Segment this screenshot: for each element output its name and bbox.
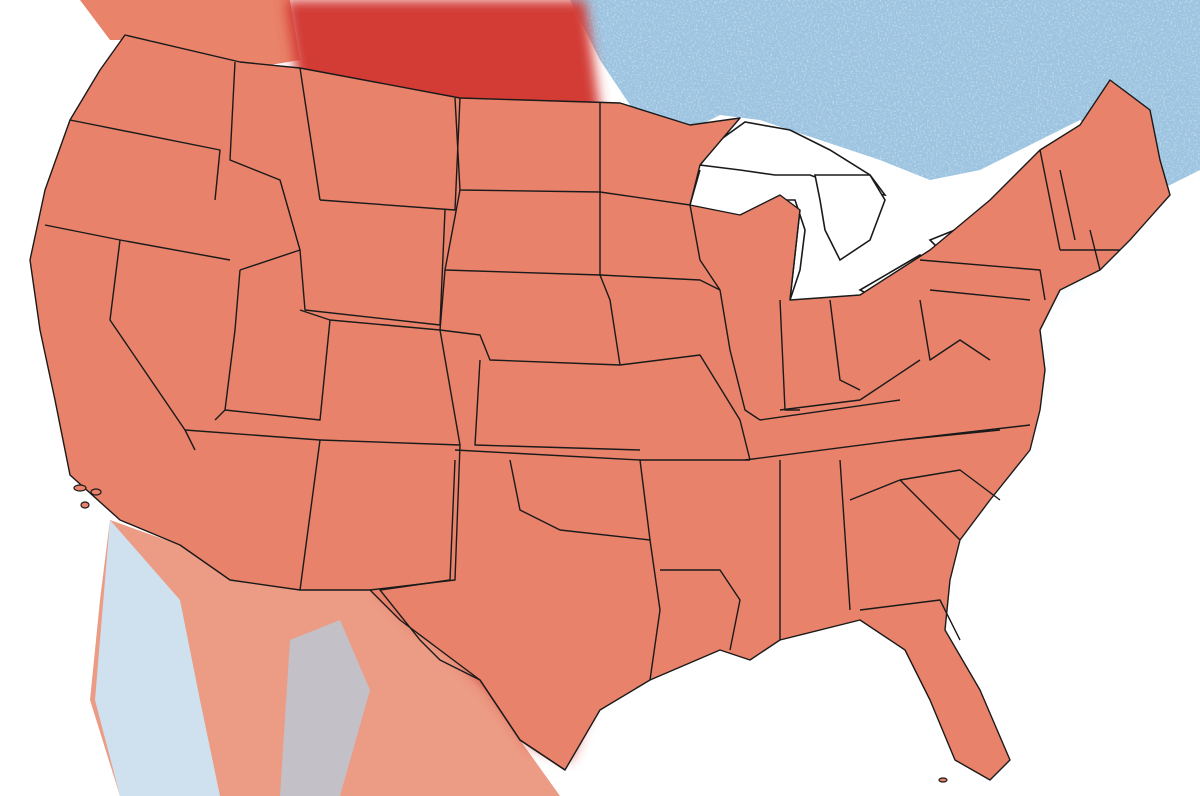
canada-region <box>80 0 1200 190</box>
state-borders <box>29 34 1171 781</box>
channel-islands <box>73 484 948 783</box>
lake-huron <box>814 174 886 262</box>
mexico-region <box>90 520 560 796</box>
